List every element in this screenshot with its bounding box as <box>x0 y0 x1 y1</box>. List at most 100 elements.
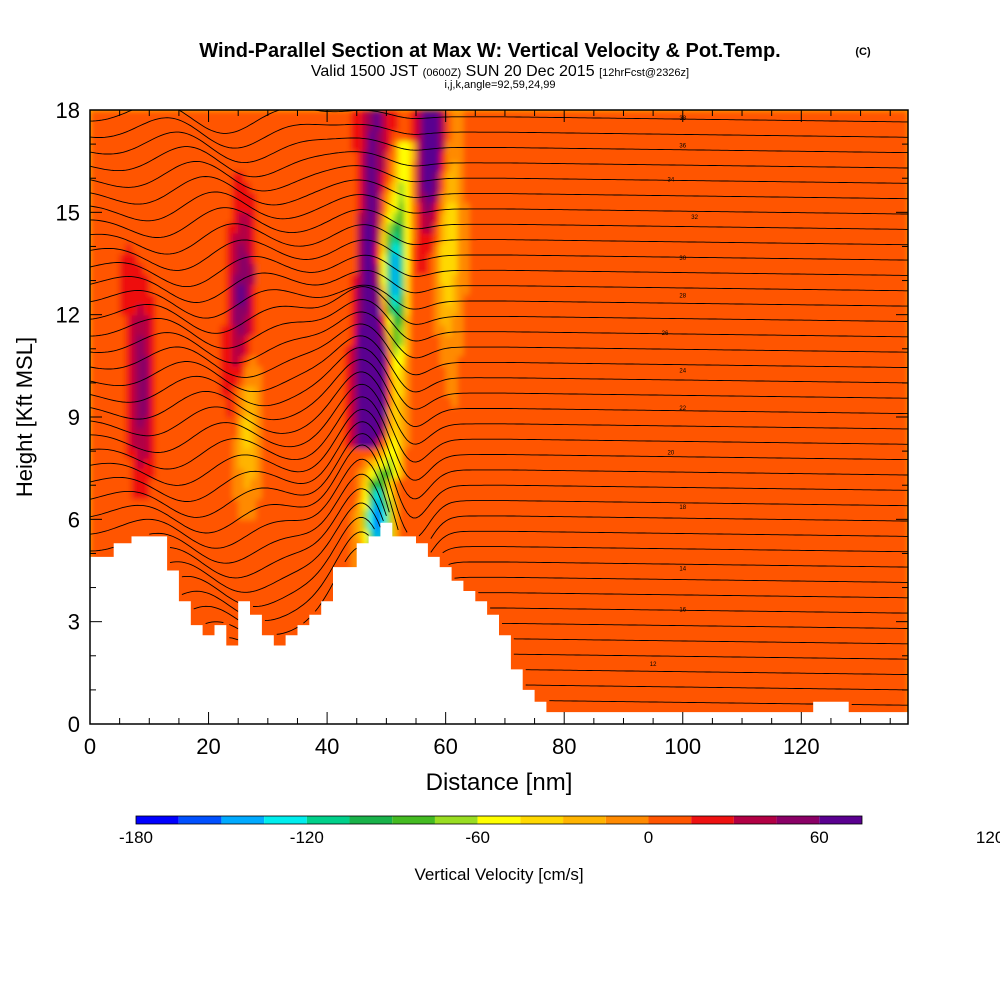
field-cell <box>463 140 470 152</box>
field-cell <box>463 386 470 398</box>
field-cell <box>404 171 411 183</box>
field-cell <box>333 468 340 479</box>
field-cell <box>95 550 103 561</box>
field-cell <box>321 539 328 551</box>
field-cell <box>315 161 322 172</box>
field-cell <box>155 202 162 213</box>
field-cell <box>469 283 476 295</box>
field-cell <box>493 130 500 142</box>
field-cell <box>267 171 275 183</box>
field-cell <box>427 417 435 428</box>
field-cell <box>516 140 524 152</box>
field-cell <box>576 550 583 561</box>
field-cell <box>481 140 488 152</box>
field-cell <box>90 191 97 203</box>
field-cell <box>481 560 488 572</box>
field-cell <box>250 161 257 172</box>
field-cell <box>214 611 222 623</box>
field-cell <box>356 509 364 520</box>
field-cell <box>279 498 287 510</box>
field-cell <box>107 335 115 346</box>
field-cell <box>576 417 583 428</box>
field-cell <box>143 519 150 531</box>
field-cell <box>155 468 162 479</box>
field-cell <box>202 539 210 551</box>
field-cell <box>220 110 227 121</box>
field-cell <box>220 386 227 398</box>
field-cell <box>368 283 376 295</box>
field-cell <box>155 130 162 142</box>
field-cell <box>232 335 239 346</box>
field-cell <box>493 570 500 582</box>
field-cell <box>285 253 293 265</box>
field-cell <box>267 365 275 377</box>
field-cell <box>540 406 548 418</box>
field-cell <box>172 437 180 449</box>
field-cell <box>481 437 488 449</box>
field-cell <box>356 202 364 213</box>
field-cell <box>487 222 494 234</box>
field-cell <box>564 693 571 705</box>
field-cell <box>255 488 263 500</box>
field-cell <box>421 406 429 418</box>
field-cell <box>101 171 109 183</box>
field-cell <box>380 202 387 213</box>
field-cell <box>244 509 251 520</box>
field-cell <box>208 396 216 408</box>
field-cell <box>90 181 97 193</box>
field-cell <box>172 110 180 121</box>
field-cell <box>315 324 322 336</box>
field-cell <box>95 365 103 377</box>
field-cell <box>315 406 322 418</box>
field-cell <box>143 498 150 510</box>
field-cell <box>255 550 263 561</box>
field-cell <box>167 222 174 234</box>
field-cell <box>155 161 162 172</box>
field-cell <box>350 498 358 510</box>
field-cell <box>202 498 210 510</box>
field-cell <box>386 243 393 254</box>
field-cell <box>172 314 180 326</box>
field-cell <box>344 447 352 459</box>
field-cell <box>546 550 553 561</box>
field-cell <box>309 376 316 387</box>
field-cell <box>279 294 287 306</box>
field-cell <box>125 488 133 500</box>
field-cell <box>546 222 553 234</box>
field-cell <box>107 171 115 183</box>
field-cell <box>540 427 548 439</box>
field-cell <box>558 314 565 326</box>
field-cell <box>534 130 542 142</box>
field-cell <box>416 253 423 265</box>
field-cell <box>493 560 500 572</box>
field-cell <box>214 498 222 510</box>
field-cell <box>149 365 156 377</box>
field-cell <box>172 140 180 152</box>
field-cell <box>309 529 316 541</box>
field-cell <box>439 550 447 561</box>
field-cell <box>255 560 263 572</box>
field-cell <box>250 560 257 572</box>
field-cell <box>475 283 482 295</box>
field-cell <box>510 191 518 203</box>
field-cell <box>333 222 340 234</box>
field-cell <box>552 335 559 346</box>
field-cell <box>516 570 524 582</box>
field-cell <box>321 212 328 224</box>
field-cell <box>469 498 476 510</box>
field-cell <box>344 324 352 336</box>
field-cell <box>137 396 144 408</box>
field-cell <box>250 447 257 459</box>
field-cell <box>309 550 316 561</box>
field-cell <box>350 335 358 346</box>
field-cell <box>338 560 346 572</box>
field-cell <box>143 447 150 459</box>
field-cell <box>362 120 370 132</box>
field-cell <box>303 611 310 623</box>
field-cell <box>380 355 387 367</box>
field-cell <box>155 345 162 357</box>
field-cell <box>333 417 340 428</box>
field-cell <box>558 529 565 541</box>
field-cell <box>558 509 565 520</box>
field-cell <box>522 263 530 275</box>
